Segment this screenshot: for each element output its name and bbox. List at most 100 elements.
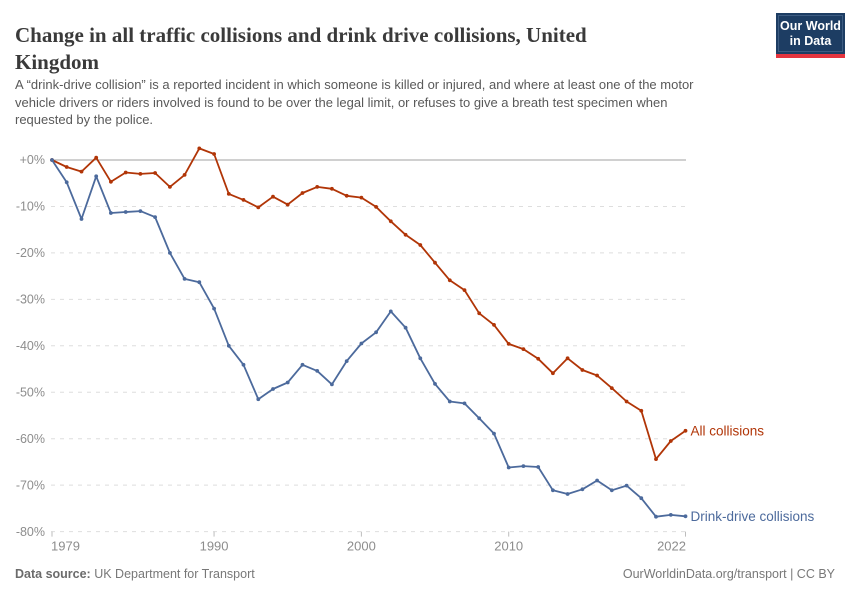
data-point <box>212 306 217 311</box>
data-point <box>285 380 290 385</box>
data-point <box>654 457 658 461</box>
data-point <box>521 464 526 468</box>
data-point <box>580 487 585 492</box>
data-point <box>388 219 393 224</box>
data-point <box>330 186 334 191</box>
data-point <box>241 362 246 367</box>
data-point <box>123 210 128 214</box>
chart-footer: Data source: UK Department for Transport… <box>15 567 835 587</box>
data-point <box>182 173 187 177</box>
subtitle-line-3: requested by the police. <box>15 112 154 127</box>
data-point <box>580 368 585 372</box>
data-point <box>256 397 261 402</box>
logo-line-2: in Data <box>789 34 832 48</box>
data-point <box>433 382 437 386</box>
data-point <box>212 152 217 156</box>
series-drink-drive-collisions: Drink-drive collisions <box>50 158 815 524</box>
data-point <box>271 194 275 199</box>
attribution-link[interactable]: OurWorldinData.org/transport | CC BY <box>622 567 835 581</box>
data-point <box>123 170 128 175</box>
data-point <box>462 401 467 406</box>
page-title: Change in all traffic collisions and dri… <box>15 22 760 76</box>
data-point <box>359 195 364 200</box>
data-point <box>153 215 158 220</box>
subtitle-line-2: vehicle drivers or riders involved is fo… <box>15 94 668 110</box>
data-point <box>462 288 467 292</box>
data-point <box>536 465 541 469</box>
series-line-drink-drive-collisions <box>51 159 687 518</box>
data-point <box>197 146 202 151</box>
data-point <box>609 386 614 390</box>
owid-logo[interactable]: Our World in Data <box>776 13 845 58</box>
data-source-label: Data source: <box>15 567 91 581</box>
data-source-value: UK Department for Transport <box>94 567 255 581</box>
y-tick-label: -30% <box>16 293 45 307</box>
data-point <box>374 330 378 335</box>
data-point <box>64 180 69 185</box>
series-line-all-collisions <box>51 147 687 461</box>
data-point <box>506 465 511 470</box>
data-point <box>94 174 99 179</box>
data-point <box>271 387 275 391</box>
data-point <box>300 191 305 195</box>
data-source: Data source: UK Department for Transport <box>15 567 255 581</box>
data-point <box>109 179 113 184</box>
y-tick-label: +0% <box>20 153 45 167</box>
data-point <box>551 371 555 376</box>
y-axis-labels: +0% -10% -20% -30% -40% -50% -60% -70% -80% <box>16 153 45 539</box>
data-point <box>241 198 246 202</box>
data-point <box>315 369 320 373</box>
x-tick-label: 2000 <box>347 539 376 554</box>
data-point <box>330 382 334 387</box>
data-point <box>285 202 290 207</box>
data-point <box>521 347 526 351</box>
data-point <box>300 362 305 367</box>
data-point <box>182 277 187 281</box>
data-point <box>153 171 158 175</box>
data-point <box>639 408 644 413</box>
data-point <box>668 513 673 517</box>
series-label-all-collisions[interactable]: All collisions <box>691 423 765 438</box>
data-point <box>418 243 423 247</box>
y-tick-label: -40% <box>16 339 45 353</box>
data-point <box>138 209 143 214</box>
data-point <box>506 342 511 346</box>
data-point <box>344 193 349 198</box>
data-point <box>565 492 570 496</box>
x-tick-label: 2010 <box>494 539 523 554</box>
x-tick-label: 1979 <box>51 539 80 554</box>
series-all-collisions: All collisions <box>50 146 765 461</box>
data-point <box>595 478 599 483</box>
y-tick-label: -80% <box>16 525 45 539</box>
data-point <box>79 169 84 174</box>
x-tick-label: 2022 <box>657 539 686 554</box>
data-point <box>447 278 452 283</box>
data-point <box>315 185 320 189</box>
data-point <box>624 483 629 488</box>
data-point <box>624 399 629 404</box>
data-point <box>168 251 172 255</box>
data-point <box>668 439 673 443</box>
y-tick-label: -60% <box>16 432 45 446</box>
data-point <box>683 428 688 433</box>
data-point <box>477 416 482 421</box>
data-point <box>374 205 378 209</box>
series-label-drink-drive-collisions[interactable]: Drink-drive collisions <box>691 509 815 524</box>
data-point <box>109 211 113 215</box>
title-line-1: Change in all traffic collisions and dri… <box>15 23 587 48</box>
data-point <box>256 205 261 210</box>
data-point <box>388 309 393 314</box>
data-point <box>418 356 423 361</box>
y-tick-label: -20% <box>16 246 45 260</box>
chart-subtitle: A “drink-drive collision” is a reported … <box>15 76 845 129</box>
data-point <box>492 431 496 436</box>
data-point <box>447 399 452 404</box>
data-point <box>639 496 644 501</box>
data-point <box>565 356 570 361</box>
data-point <box>168 185 172 189</box>
y-tick-label: -50% <box>16 385 45 399</box>
data-point <box>94 155 99 160</box>
data-point <box>138 172 143 176</box>
